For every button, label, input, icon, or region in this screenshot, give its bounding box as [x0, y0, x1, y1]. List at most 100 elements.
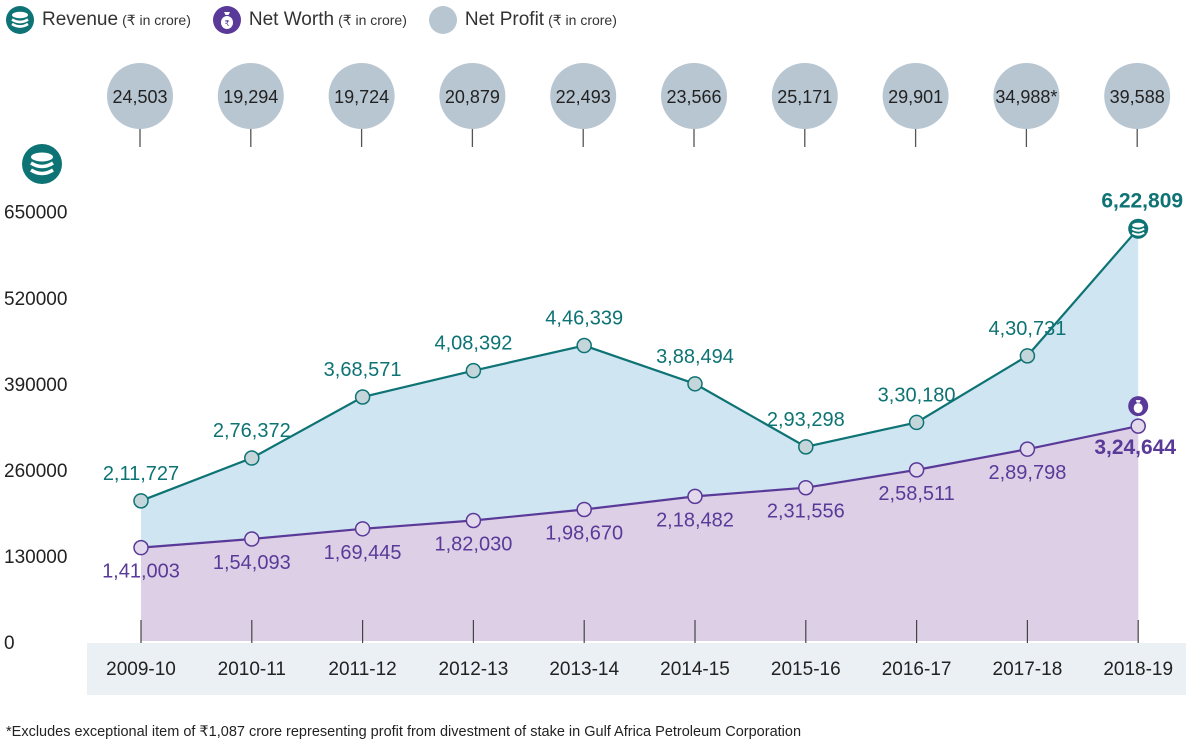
net-worth-data-label: 3,24,644	[1094, 436, 1176, 459]
x-tick-label: 2014-15	[660, 659, 730, 680]
net-worth-data-label: 1,98,670	[545, 522, 623, 544]
net-profit-bubble	[882, 63, 949, 129]
y-tick-label: 260000	[4, 461, 67, 482]
legend-item-net-worth: ₹ Net Worth (₹ in crore)	[212, 6, 407, 34]
y-tick-label: 520000	[4, 289, 67, 310]
net-worth-point	[1130, 418, 1146, 434]
grey-circle-icon	[428, 6, 457, 34]
net-profit-bubble	[217, 63, 284, 129]
net-worth-point	[798, 479, 814, 496]
revenue-data-label: 4,46,339	[545, 308, 623, 330]
x-axis-band	[87, 643, 1186, 695]
coins-stack-icon	[22, 144, 62, 184]
revenue-data-label: 2,93,298	[767, 409, 845, 431]
net-worth-area	[141, 426, 1139, 641]
coins-stack-icon	[6, 6, 34, 34]
net-profit-bubble	[439, 63, 506, 129]
y-tick-label: 390000	[4, 375, 67, 396]
net-profit-bubble	[107, 63, 173, 129]
net-worth-data-label: 2,31,556	[767, 501, 845, 523]
x-tick-label: 2018-19	[1103, 659, 1173, 680]
icon-shape	[1131, 231, 1145, 236]
x-tick-label: 2013-14	[549, 659, 619, 680]
legend-unit: (₹ in crore)	[338, 11, 407, 28]
revenue-data-label: 6,22,809	[1101, 190, 1183, 213]
x-tick-label: 2011-12	[328, 659, 396, 680]
icon-shape	[31, 152, 53, 162]
net-worth-data-label: 1,82,030	[434, 533, 512, 555]
icon-shape	[1131, 227, 1145, 232]
footnote: *Excludes exceptional item of ₹1,087 cro…	[6, 724, 802, 740]
net-worth-data-label: 2,58,511	[878, 483, 954, 505]
legend-unit: (₹ in crore)	[548, 11, 617, 28]
x-tick-label: 2017-18	[993, 659, 1063, 680]
net-worth-point	[908, 462, 925, 478]
revenue-point	[1019, 348, 1036, 364]
net-worth-data-label: 1,41,003	[102, 561, 180, 583]
money-bag-icon: ₹	[212, 6, 241, 34]
legend-unit: (₹ in crore)	[122, 11, 191, 28]
revenue-data-label: 2,11,727	[103, 463, 179, 485]
net-profit-bubble	[550, 63, 617, 129]
icon-shape	[1135, 400, 1141, 403]
net-profit-label: 34,988*	[995, 87, 1057, 107]
legend-item-revenue: Revenue (₹ in crore)	[6, 6, 191, 34]
revenue-point	[798, 439, 814, 455]
net-profit-label: 23,566	[666, 87, 721, 107]
net-profit-bubble	[328, 63, 395, 129]
icon-shape	[22, 144, 62, 184]
net-worth-point	[576, 501, 592, 518]
money-bag-icon	[1128, 396, 1149, 417]
icon-shape	[1132, 222, 1145, 228]
net-profit-label: 29,901	[888, 87, 943, 107]
legend-label: Net Worth	[248, 9, 335, 30]
icon-shape	[30, 161, 54, 169]
net-worth-data-label: 1,69,445	[324, 542, 402, 564]
revenue-point	[687, 376, 703, 392]
revenue-point	[244, 450, 260, 466]
net-worth-point	[1019, 441, 1036, 457]
revenue-data-label: 4,08,392	[434, 333, 512, 355]
net-worth-data-label: 1,54,093	[213, 552, 291, 574]
net-worth-point	[687, 488, 703, 505]
revenue-point	[354, 389, 371, 405]
net-profit-bubble	[771, 63, 838, 129]
net-profit-label: 20,879	[445, 87, 500, 107]
legend-label: Net Profit	[464, 9, 545, 30]
net-profit-bubble	[1104, 63, 1171, 129]
net-worth-data-label: 2,18,482	[656, 509, 734, 531]
net-profit-bubble	[993, 63, 1060, 129]
net-worth-point	[133, 539, 149, 556]
y-tick-label: 650000	[4, 203, 67, 224]
revenue-data-label: 4,30,731	[988, 318, 1066, 340]
net-profit-label: 19,294	[223, 87, 278, 107]
net-worth-point	[354, 521, 371, 537]
revenue-point	[465, 362, 482, 379]
x-tick-label: 2016-17	[882, 659, 952, 680]
svg-text:₹: ₹	[224, 19, 229, 28]
revenue-data-label: 3,30,180	[878, 384, 956, 406]
net-profit-label: 24,503	[112, 87, 167, 107]
icon-shape	[1133, 403, 1143, 414]
revenue-line	[140, 227, 1140, 502]
net-profit-label: 19,724	[334, 87, 389, 107]
net-profit-label: 22,493	[556, 87, 611, 107]
net-profit-bubble	[661, 63, 727, 129]
revenue-point	[908, 414, 925, 431]
net-worth-point	[244, 531, 260, 547]
net-worth-line	[140, 425, 1139, 549]
y-tick-label: 0	[4, 633, 15, 654]
x-tick-label: 2015-16	[771, 659, 841, 680]
revenue-point	[133, 493, 149, 509]
legend-item-net-profit: Net Profit (₹ in crore)	[428, 6, 617, 34]
icon-shape	[30, 168, 54, 176]
net-profit-label: 39,588	[1110, 87, 1165, 107]
revenue-data-label: 3,88,494	[656, 346, 734, 368]
legend: Revenue (₹ in crore) ₹ Net Worth (₹ in c…	[6, 6, 639, 34]
net-worth-point	[465, 512, 482, 529]
net-worth-data-label: 2,89,798	[988, 462, 1066, 484]
revenue-point	[1128, 218, 1149, 239]
x-tick-label: 2012-13	[439, 659, 509, 680]
net-profit-label: 25,171	[777, 87, 832, 107]
